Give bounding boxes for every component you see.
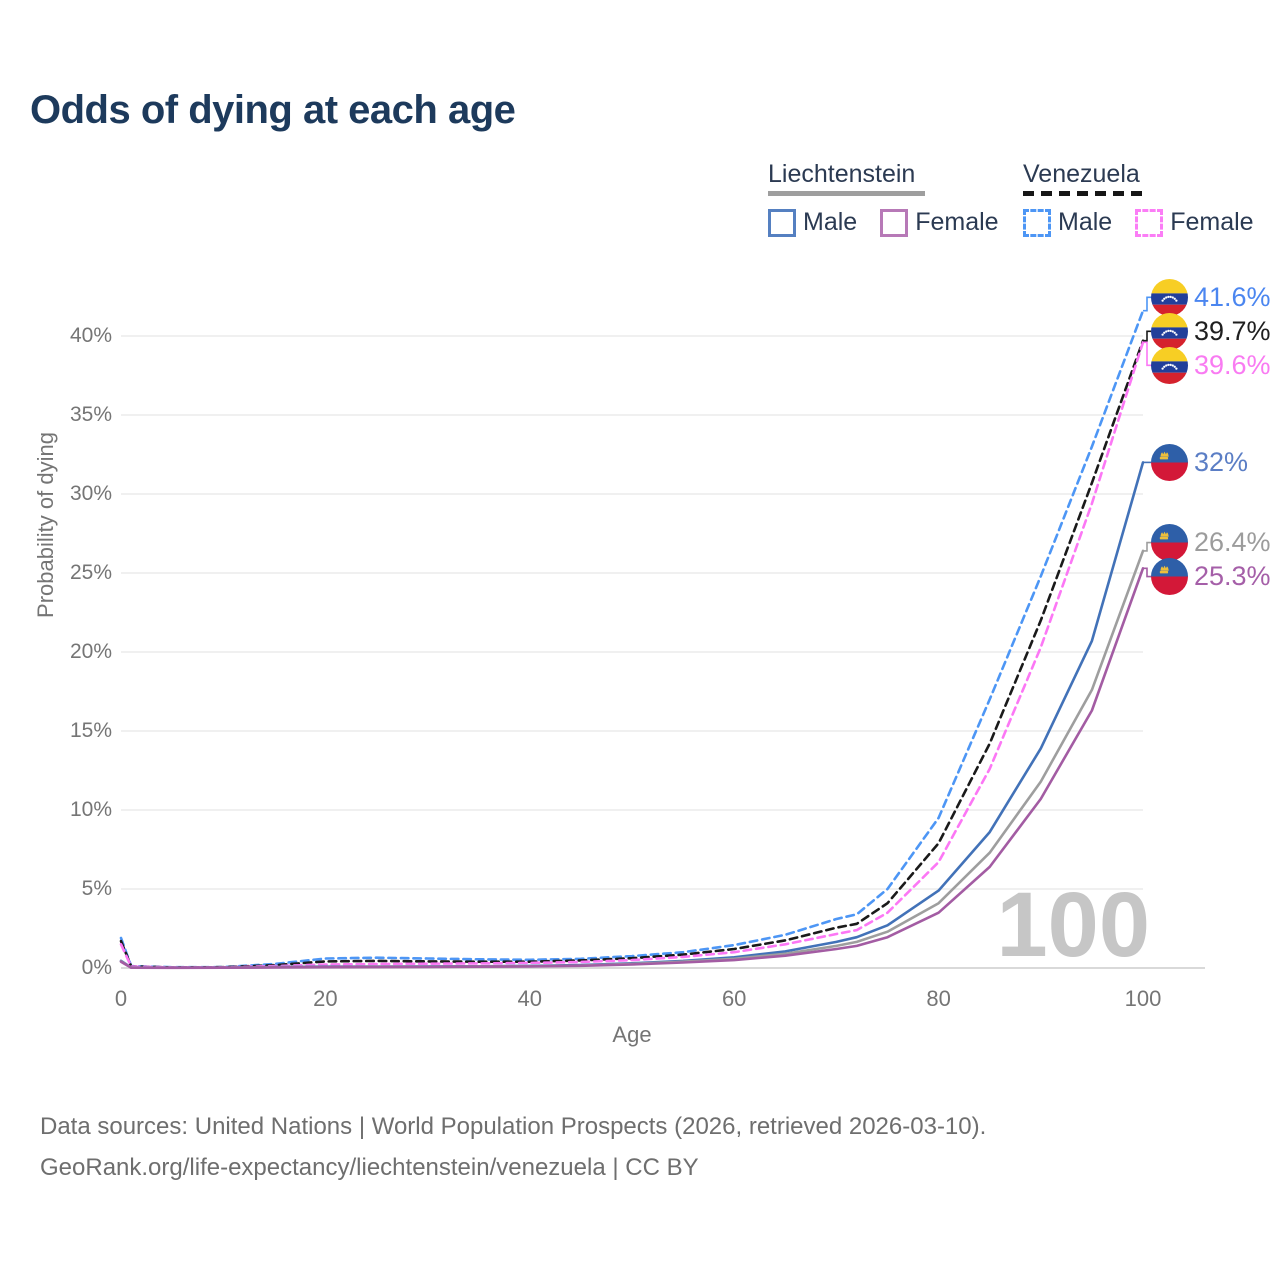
end-label-row-liechtenstein-female: 25.3% <box>1151 558 1271 596</box>
label-connector <box>1143 341 1151 367</box>
x-axis-tick-label: 20 <box>313 986 338 1011</box>
data-source-line: Data sources: United Nations | World Pop… <box>40 1113 987 1140</box>
legend-swatch-solid[interactable] <box>880 208 909 237</box>
liechtenstein-flag-icon <box>1151 558 1188 596</box>
legend-swatch-dashed[interactable] <box>1135 208 1164 237</box>
legend-swatch-solid[interactable] <box>768 208 796 237</box>
venezuela-flag-icon <box>1151 278 1188 316</box>
end-label-row-liechtenstein-male: 32% <box>1151 443 1249 481</box>
y-axis-tick-label: 35% <box>69 403 112 426</box>
y-axis-tick-label: 20% <box>69 640 112 663</box>
end-label-value: 26.4% <box>1194 527 1271 558</box>
x-axis-tick-label: 0 <box>114 986 128 1011</box>
attribution-line: GeoRank.org/life-expectancy/liechtenstei… <box>40 1154 699 1181</box>
curves <box>119 309 1145 970</box>
flag-wrap <box>1151 312 1188 350</box>
flag-wrap <box>1151 278 1188 316</box>
end-label-value: 32% <box>1194 446 1249 477</box>
x-axis-tick-label: 40 <box>517 986 543 1011</box>
end-label-value: 25.3% <box>1194 561 1271 592</box>
legend-country-label: Liechtenstein <box>768 160 916 188</box>
legend-group-liechtenstein: Liechtenstein Male Female <box>768 160 1013 237</box>
x-axis-tick-label: 100 <box>1124 986 1162 1011</box>
y-axis-tick-label: 0% <box>81 956 112 979</box>
y-axis-tick-label: 10% <box>69 798 112 821</box>
end-label-row-venezuela-both-sexes: 39.7% <box>1151 312 1271 350</box>
y-axis-tick-label: 5% <box>81 877 112 900</box>
venezuela-both-sexes-line[interactable] <box>119 339 1145 969</box>
legend-item-venezuela-male[interactable]: Male <box>1023 208 1112 237</box>
venezuela-flag-icon <box>1151 346 1188 384</box>
end-label-row-liechtenstein-both-sexes: 26.4% <box>1151 524 1271 562</box>
venezuela-male-line[interactable] <box>119 309 1145 969</box>
legend-item-liechtenstein-female[interactable]: Female <box>880 208 999 237</box>
label-connector <box>1143 541 1151 552</box>
watermark-age-100: 100 <box>997 874 1151 976</box>
liechtenstein-male-line[interactable] <box>119 461 1145 969</box>
legend-item-venezuela-female[interactable]: Female <box>1135 208 1254 237</box>
legend-item-label: Female <box>1170 208 1254 236</box>
legend-country-label: Venezuela <box>1023 160 1140 188</box>
legend-item-liechtenstein-male[interactable]: Male <box>768 208 857 237</box>
legend-country-underline-solid <box>768 191 925 196</box>
legend-country-underline-dashed <box>1023 191 1143 196</box>
legend-item-label: Male <box>1058 208 1113 236</box>
label-connector <box>1143 330 1151 342</box>
end-label-row-venezuela-female: 39.6% <box>1151 346 1271 384</box>
flag-wrap <box>1151 346 1188 384</box>
legend-group-venezuela: Venezuela Male Female <box>1023 160 1268 237</box>
end-label-value: 41.6% <box>1194 281 1271 312</box>
liechtenstein-flag-icon <box>1151 524 1188 562</box>
x-axis-title: Age <box>612 1022 652 1047</box>
venezuela-flag-icon <box>1151 312 1188 350</box>
liechtenstein-both-sexes-line[interactable] <box>119 549 1145 969</box>
end-label-value: 39.6% <box>1194 349 1271 380</box>
page-title: Odds of dying at each age <box>30 88 516 132</box>
x-axis-tick-label: 60 <box>721 986 747 1011</box>
chart-footer: Data sources: United Nations | World Pop… <box>40 1106 986 1188</box>
flag-wrap <box>1151 558 1188 596</box>
end-label-value: 39.7% <box>1194 315 1271 346</box>
y-axis-tick-label: 25% <box>69 561 112 584</box>
venezuela-female-line[interactable] <box>119 341 1145 969</box>
legend-items-row: Male Female <box>1023 208 1268 237</box>
x-axis-tick-label: 80 <box>926 986 951 1011</box>
y-axis-tick-label: 30% <box>69 482 112 505</box>
liechtenstein-female-line[interactable] <box>119 567 1145 970</box>
y-axis-tick-label: 15% <box>69 719 112 742</box>
flag-wrap <box>1151 524 1188 562</box>
legend-swatch-dashed[interactable] <box>1023 208 1051 237</box>
legend-item-label: Male <box>803 208 858 236</box>
label-connectors <box>1143 296 1151 578</box>
end-label-row-venezuela-male: 41.6% <box>1151 278 1271 316</box>
flag-wrap <box>1151 443 1188 481</box>
liechtenstein-flag-icon <box>1151 443 1188 481</box>
y-axis-title: Probability of dying <box>33 432 58 618</box>
legend-item-label: Female <box>915 208 999 236</box>
legend-items-row: Male Female <box>768 208 1013 237</box>
y-axis-tick-label: 40% <box>69 324 112 347</box>
label-connector <box>1143 296 1151 312</box>
label-connector <box>1143 567 1151 578</box>
